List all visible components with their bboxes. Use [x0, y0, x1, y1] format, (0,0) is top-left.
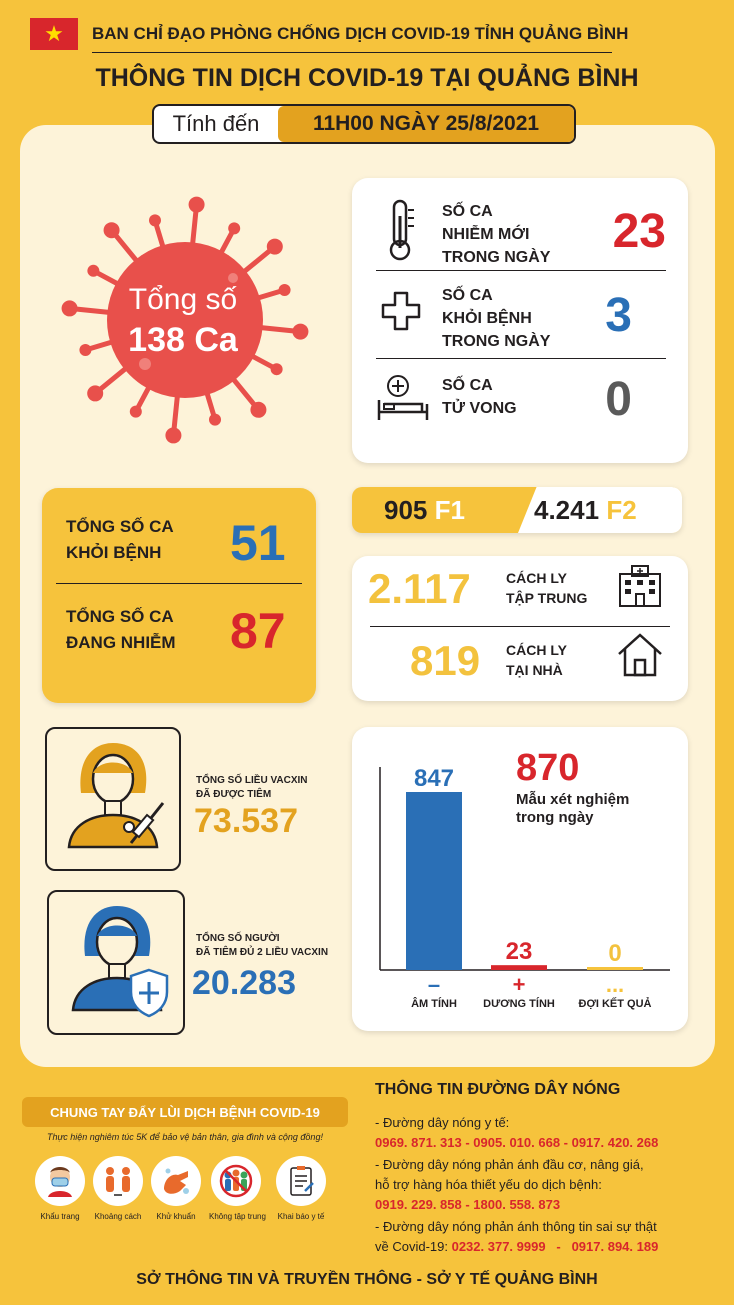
5k-item: Khẩu trang	[33, 1156, 87, 1221]
death-cases-row: SỐ CA TỬ VONG 0	[376, 372, 666, 442]
category-label: ĐỢI KẾT QUẢ	[579, 997, 652, 1010]
campaign-subtitle: Thực hiện nghiêm túc 5K để bảo vệ bản th…	[47, 1132, 323, 1142]
fully-vaccinated-frame	[47, 890, 185, 1035]
footer-credit: SỞ THÔNG TIN VÀ TRUYỀN THÔNG - SỞ Y TẾ Q…	[136, 1271, 598, 1288]
organization-name: BAN CHỈ ĐẠO PHÒNG CHỐNG DỊCH COVID-19 TỈ…	[92, 24, 629, 43]
total-recovered-value: 51	[230, 515, 286, 571]
5k-item: Không tập trung	[209, 1156, 266, 1221]
new-cases-row: SỐ CA NHIỄM MỚI TRONG NGÀY 23	[376, 196, 666, 276]
divider	[376, 358, 666, 359]
divider	[56, 583, 302, 584]
virus-icon	[61, 196, 309, 444]
bar-value-label: 23	[506, 938, 533, 965]
divider	[376, 270, 666, 271]
date-badge: Tính đến 11H00 NGÀY 25/8/2021	[152, 104, 576, 144]
result-symbol: +	[513, 972, 526, 997]
5k-item: Khử khuẩn	[149, 1156, 203, 1221]
tests-bar-chart: 847 –ÂM TÍNH 23 +DƯƠNG TÍNH 0...ĐỢI KẾT QUẢ	[379, 765, 670, 1010]
quarantine-card: 2.117 CÁCH LY TẬP TRUNG 819 CÁCH LY TẠI …	[352, 556, 688, 701]
bar-value-label: 847	[414, 765, 454, 792]
death-cases-value: 0	[605, 373, 632, 426]
face-mask-icon	[35, 1156, 85, 1206]
hotline-text: về Covid-19: 0232. 377. 9999 - 0917. 894…	[375, 1239, 659, 1254]
hotline-text: - Đường dây nóng y tế:	[375, 1115, 510, 1130]
vaccinated-woman-frame	[45, 727, 181, 871]
hotline-numbers: 0232. 377. 9999 - 0917. 894. 189	[451, 1239, 659, 1254]
total-cases: Tổng số 138 Ca	[88, 283, 278, 360]
thermometer-icon	[389, 199, 414, 261]
result-symbol: –	[428, 972, 440, 997]
no-gathering-icon	[211, 1156, 261, 1206]
recovered-cases-value: 3	[605, 289, 632, 342]
result-symbol: ...	[606, 972, 624, 997]
date-label: Tính đến	[172, 111, 260, 136]
vietnam-flag-icon: ★	[30, 18, 78, 50]
total-cases-value: 138 Ca	[128, 321, 238, 359]
home-quarantine-value: 819	[410, 637, 481, 684]
hospital-bed-icon	[377, 375, 429, 420]
daily-cases-card: SỐ CA NHIỄM MỚI TRONG NGÀY 23 SỐ CA KHỎI…	[352, 178, 688, 463]
woman-vaccine-icon	[67, 743, 165, 849]
fully-vaccinated-label: TỔNG SỐ NGƯỜI ĐÃ TIÊM ĐỦ 2 LIỀU VACXIN	[196, 933, 329, 958]
centralized-quarantine-value: 2.117	[368, 565, 471, 612]
f1-stat: 905 F1	[384, 494, 465, 525]
tests-total-label: Mẫu xét nghiệm trong ngày	[516, 791, 630, 826]
date-value: 11H00 NGÀY 25/8/2021	[278, 106, 574, 142]
home-quarantine-label: CÁCH LY TẠI NHÀ	[506, 642, 567, 678]
bar-2	[587, 967, 643, 970]
category-label: DƯƠNG TÍNH	[483, 997, 555, 1010]
tests-total-value: 870	[516, 747, 580, 789]
vaccine-doses-value: 73.537	[194, 802, 298, 840]
5k-item: Khai báo y tế	[274, 1156, 328, 1221]
bar-value-label: 0	[608, 940, 621, 967]
divider	[370, 626, 670, 627]
death-cases-label: SỐ CA TỬ VONG	[442, 377, 517, 417]
hotline-title: THÔNG TIN ĐƯỜNG DÂY NÓNG	[375, 1081, 621, 1098]
bar-0	[406, 792, 462, 970]
bar-1	[491, 965, 547, 970]
total-recovered-label: TỔNG SỐ CA KHỎI BỆNH	[66, 517, 174, 562]
total-active-value: 87	[230, 603, 286, 659]
hotline-numbers: 0919. 229. 858 - 1800. 558. 873	[375, 1197, 561, 1212]
page-title: THÔNG TIN DỊCH COVID-19 TẠI QUẢNG BÌNH	[95, 64, 639, 92]
hotline-text: hỗ trợ hàng hóa thiết yếu do dịch bệnh:	[375, 1177, 602, 1192]
5k-item: Khoảng cách	[91, 1156, 145, 1221]
tests-card: 870 Mẫu xét nghiệm trong ngày 847 – ÂM TÍN…	[352, 727, 688, 1031]
medical-cross-icon	[381, 291, 421, 331]
hotline-text: - Đường dây nóng phản ánh đầu cơ, nâng g…	[375, 1157, 644, 1172]
hotline-numbers: 0969. 871. 313 - 0905. 010. 668 - 0917. …	[375, 1135, 659, 1150]
vaccine-doses-label: TỔNG SỐ LIỀU VACXIN ĐÃ ĐƯỢC TIÊM	[196, 775, 308, 800]
recovered-cases-label: SỐ CA KHỎI BỆNH TRONG NGÀY	[442, 287, 551, 350]
campaign-banner: CHUNG TAY ĐẨY LÙI DỊCH BỆNH COVID-19	[22, 1097, 348, 1127]
totals-card: TỔNG SỐ CA KHỎI BỆNH 51 TỔNG SỐ CA ĐANG …	[42, 488, 316, 703]
recovered-cases-row: SỐ CA KHỎI BỆNH TRONG NGÀY 3	[376, 284, 666, 364]
total-cases-label: Tổng số	[128, 283, 238, 316]
health-declaration-icon	[276, 1156, 326, 1206]
woman-shield-icon	[71, 906, 169, 1018]
fully-vaccinated-value: 20.283	[192, 964, 296, 1002]
new-cases-label: SỐ CA NHIỄM MỚI TRONG NGÀY	[442, 203, 551, 266]
hand-wash-icon	[151, 1156, 201, 1206]
category-label: ÂM TÍNH	[411, 997, 457, 1010]
distance-icon	[93, 1156, 143, 1206]
contacts-bar: 905 F1 4.241 F2	[352, 487, 682, 533]
f2-stat: 4.241 F2	[534, 494, 637, 525]
hospital-building-icon	[619, 565, 661, 607]
header-divider	[92, 52, 612, 53]
new-cases-value: 23	[612, 205, 666, 258]
hotline-text: - Đường dây nóng phản ánh thông tin sai …	[375, 1219, 657, 1234]
house-icon	[618, 633, 662, 677]
total-active-label: TỔNG SỐ CA ĐANG NHIỄM	[66, 607, 176, 652]
centralized-quarantine-label: CÁCH LY TẬP TRUNG	[506, 570, 588, 606]
